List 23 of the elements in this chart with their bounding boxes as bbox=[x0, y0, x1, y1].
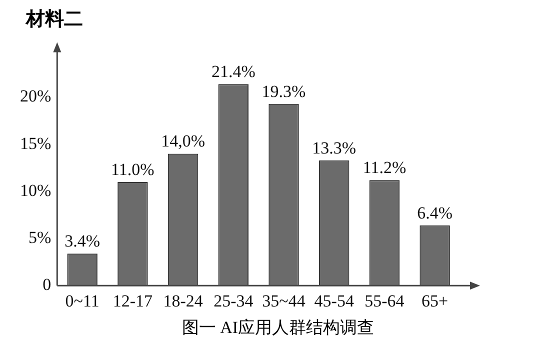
x-tick-label: 65+ bbox=[422, 291, 448, 310]
data-label: 6.4% bbox=[417, 203, 453, 222]
x-tick-label: 25-34 bbox=[214, 291, 254, 310]
x-tick-label: 35~44 bbox=[262, 291, 306, 310]
data-label: 11.2% bbox=[362, 158, 406, 178]
data-label: 14,0% bbox=[161, 132, 206, 151]
data-label: 13.3% bbox=[312, 138, 356, 158]
x-tick-label: 12-17 bbox=[112, 291, 154, 310]
data-label: 11.0% bbox=[111, 160, 154, 179]
x-tick-label: 45-54 bbox=[314, 291, 354, 310]
text: 图一 AI应用人群结构调查 bbox=[180, 317, 376, 339]
data-label: 3.4% bbox=[64, 232, 100, 251]
y-tick-label: 5% bbox=[28, 228, 52, 247]
y-tick-label: 10% bbox=[20, 180, 52, 200]
y-tick-label: 20% bbox=[20, 86, 52, 106]
data-label: 21.4% bbox=[211, 62, 256, 82]
x-tick-label: 18-24 bbox=[163, 291, 204, 310]
x-tick-label: 0~11 bbox=[65, 291, 100, 310]
y-tick-label: 15% bbox=[20, 134, 52, 153]
chart-title: 材料二 bbox=[26, 7, 83, 32]
x-tick-label: 55-64 bbox=[364, 291, 405, 310]
y-tick-label: 0 bbox=[42, 275, 52, 294]
data-label: 19.3% bbox=[262, 82, 306, 101]
